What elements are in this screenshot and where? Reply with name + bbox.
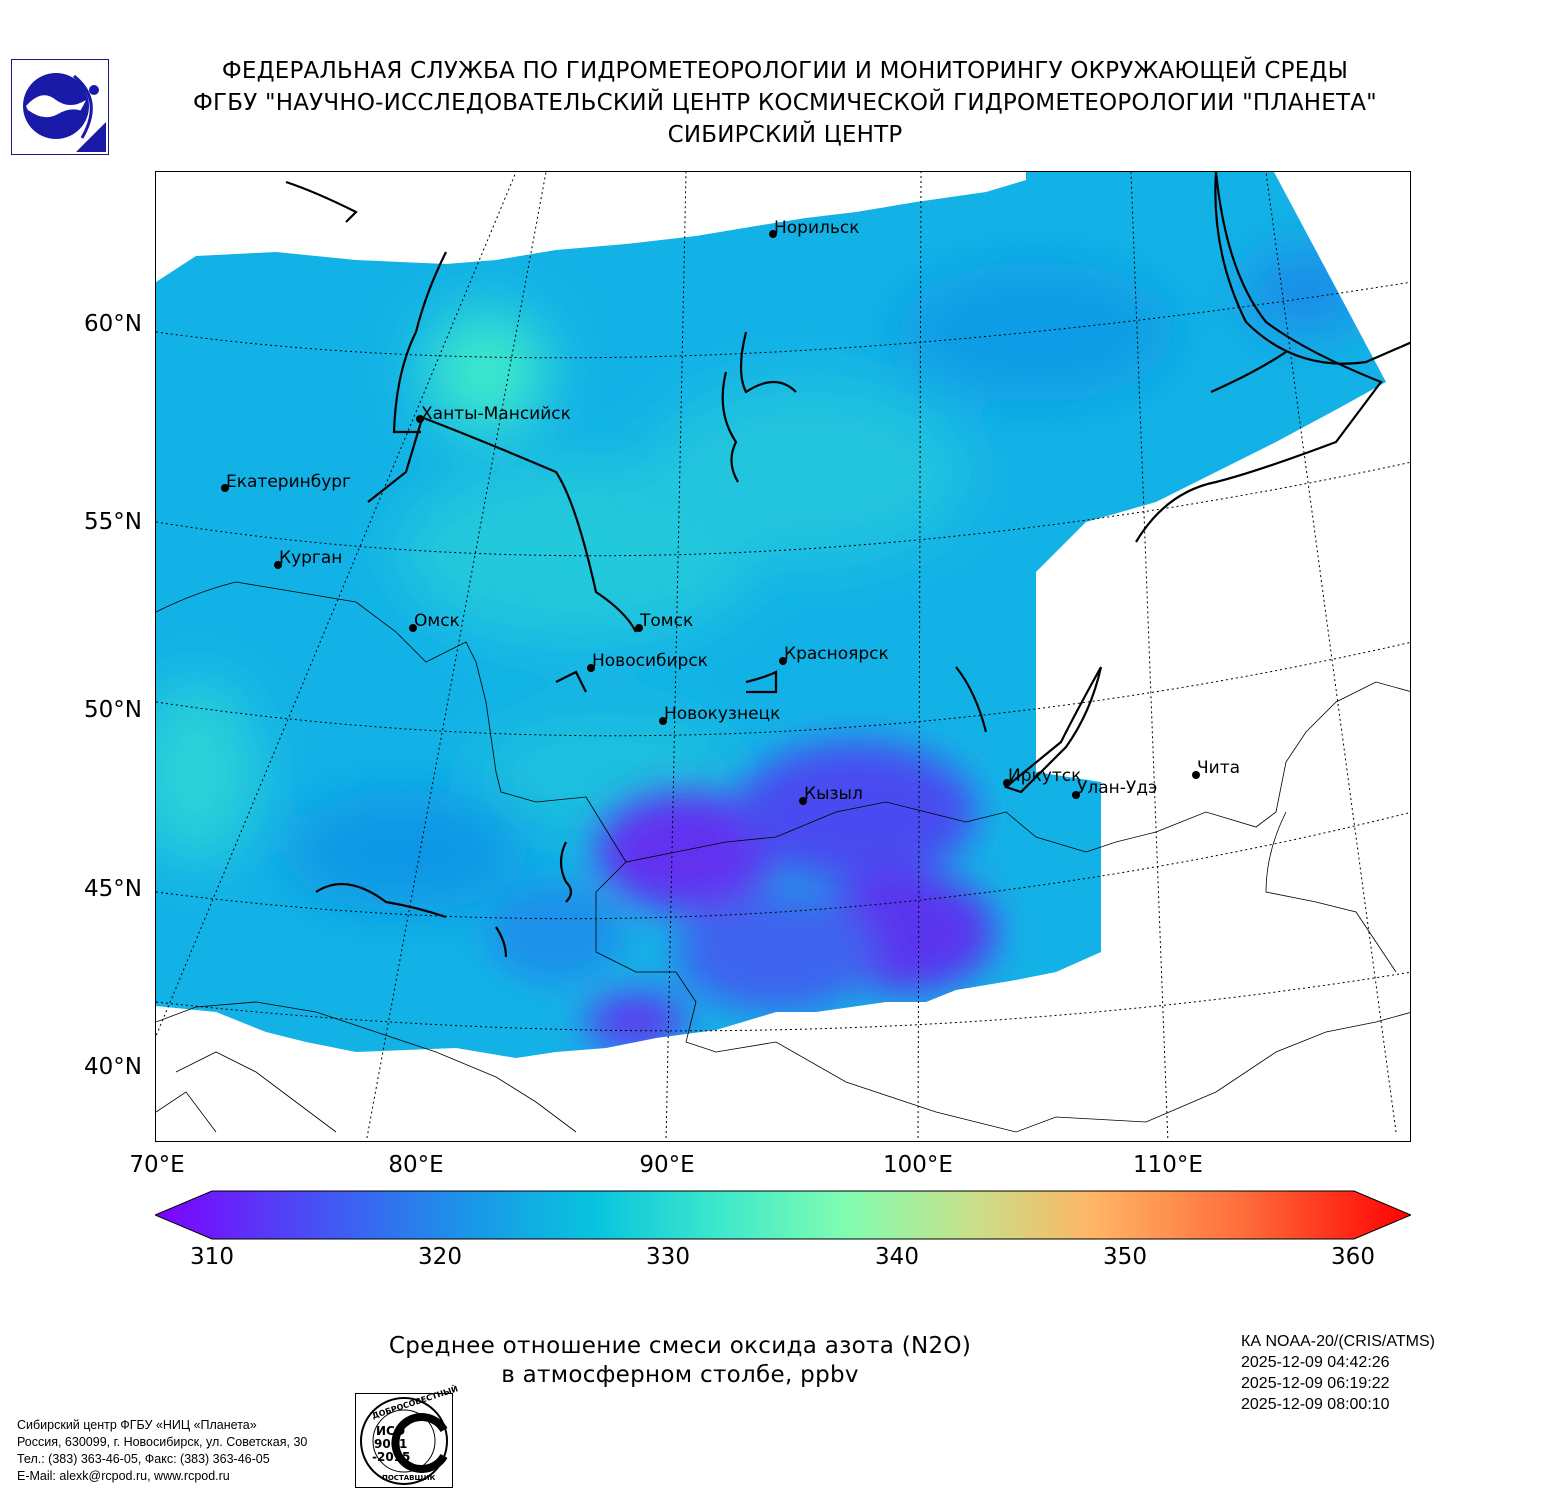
iso-line-3: -2015 [372, 1450, 411, 1464]
city-dot [1192, 771, 1200, 779]
city-label: Кызыл [804, 784, 863, 804]
lon-label-110: 110°E [1133, 1152, 1203, 1178]
footer-phone: Тел.: (383) 363-46-05, Факс: (383) 363-4… [17, 1452, 270, 1466]
lat-label-60: 60°N [84, 311, 142, 337]
city-label: Ханты-Мансийск [421, 404, 571, 424]
city-dot [799, 797, 807, 805]
map-title-line-1: Среднее отношение смеси оксида азота (N2… [388, 1333, 972, 1359]
city-label: Курган [279, 548, 343, 568]
city-label: Томск [640, 611, 694, 631]
lat-label-40: 40°N [84, 1054, 142, 1080]
city-dot [221, 484, 229, 492]
colorbar-tick: 310 [190, 1244, 234, 1270]
city-dot [1072, 791, 1080, 799]
city-dot [409, 624, 417, 632]
city-dot [779, 657, 787, 665]
city-label: Новокузнецк [664, 704, 781, 724]
colorbar-tick: 360 [1331, 1244, 1375, 1270]
city-label: Екатеринбург [226, 472, 352, 492]
header-line-3: СИБИРСКИЙ ЦЕНТР [667, 122, 903, 148]
lon-label-80: 80°E [388, 1152, 444, 1178]
city-label: Чита [1197, 758, 1241, 778]
iso-bottom-text: ПОСТАВЩИК [382, 1474, 436, 1482]
iso-line-2: 9001 [374, 1437, 408, 1451]
header-line-1: ФЕДЕРАЛЬНАЯ СЛУЖБА ПО ГИДРОМЕТЕОРОЛОГИИ … [221, 58, 1349, 84]
city-label: Иркутск [1008, 766, 1082, 786]
header-line-2: ФГБУ "НАУЧНО-ИССЛЕДОВАТЕЛЬСКИЙ ЦЕНТР КОС… [193, 90, 1377, 116]
pass-time: 2025-12-09 06:19:22 [1241, 1375, 1390, 1392]
map-canvas [156, 172, 1410, 1141]
colorbar-tick: 330 [646, 1244, 690, 1270]
planeta-logo-icon [11, 59, 109, 155]
city-dot [769, 230, 777, 238]
lon-label-90: 90°E [639, 1152, 695, 1178]
colorbar-tick: 350 [1103, 1244, 1147, 1270]
pass-time: 2025-12-09 04:42:26 [1241, 1354, 1390, 1371]
lat-label-45: 45°N [84, 876, 142, 902]
city-dot [416, 415, 424, 423]
city-label: Улан-Удэ [1077, 778, 1158, 798]
city-dot [587, 664, 595, 672]
colorbar-tick: 340 [875, 1244, 919, 1270]
city-dot [635, 624, 643, 632]
n2o-map [155, 171, 1411, 1142]
map-title-line-2: в атмосферном столбе, ppbv [501, 1362, 859, 1388]
iso-certificate-badge: ДОБРОСОВЕСТНЫЙ ИСО 9001 -2015 ПОСТАВЩИК [355, 1384, 459, 1488]
iso-line-1: ИСО [376, 1424, 406, 1438]
city-dot [1003, 779, 1011, 787]
city-dot [659, 717, 667, 725]
footer-org: Сибирский центр ФГБУ «НИЦ «Планета» [17, 1418, 257, 1432]
city-label: Новосибирск [592, 651, 708, 671]
colorbar-tick: 320 [418, 1244, 462, 1270]
lon-label-100: 100°E [883, 1152, 953, 1178]
colorbar [153, 1190, 1413, 1244]
city-label: Норильск [774, 218, 860, 238]
footer-address: Россия, 630099, г. Новосибирск, ул. Сове… [17, 1435, 308, 1449]
lon-label-70: 70°E [129, 1152, 185, 1178]
pass-time: 2025-12-09 08:00:10 [1241, 1396, 1390, 1413]
footer-email: E-Mail: alexk@rcpod.ru, www.rcpod.ru [17, 1469, 230, 1483]
iso-seal-icon [360, 1397, 448, 1485]
city-dot [274, 561, 282, 569]
city-label: Красноярск [784, 644, 889, 664]
lat-label-50: 50°N [84, 697, 142, 723]
lat-label-55: 55°N [84, 509, 142, 535]
satellite-name: КА NOAA-20/(CRIS/ATMS) [1241, 1333, 1435, 1350]
city-label: Омск [414, 611, 460, 631]
